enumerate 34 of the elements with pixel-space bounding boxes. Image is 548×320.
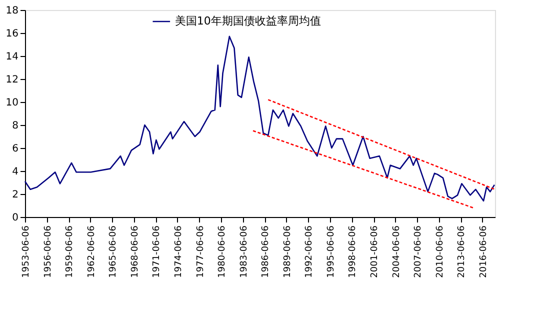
x-tick-label: 1956-06-06 [43, 225, 54, 278]
y-tick-label: 0 [12, 212, 18, 224]
x-tick-label: 2010-06-06 [435, 225, 446, 278]
y-tick-label: 4 [12, 166, 18, 178]
y-tick-label: 14 [6, 52, 18, 62]
x-tick-label: 1977-06-06 [196, 225, 206, 278]
y-tick-label: 2 [12, 190, 18, 200]
x-tick-label: 2013-06-06 [457, 225, 468, 278]
x-tick-label: 1998-06-06 [348, 225, 358, 278]
x-tick-label: 1971-06-06 [152, 225, 162, 278]
legend-label: 美国10年期国债收益率周均值 [174, 14, 321, 28]
x-tick-label: 1995-06-06 [326, 225, 336, 278]
x-tick-label: 1962-06-06 [86, 225, 97, 278]
y-tick-label: 6 [12, 144, 18, 154]
y-tick-label: 12 [6, 74, 18, 86]
x-tick-label: 1980-06-06 [218, 225, 228, 278]
x-tick-label: 1983-06-06 [239, 225, 250, 278]
x-tick-label: 1965-06-06 [108, 225, 119, 278]
x-tick-label: 2004-06-06 [392, 225, 402, 278]
x-tick-label: 1989-06-06 [282, 225, 293, 278]
line-series [24, 36, 496, 202]
y-tick-label: 18 [6, 6, 18, 16]
x-tick-label: 1986-06-06 [261, 225, 272, 278]
x-tick-label: 2007-06-06 [414, 225, 424, 278]
x-tick-label: 1992-06-06 [304, 225, 315, 278]
y-tick-label: 16 [6, 28, 18, 40]
y-tick-label: 10 [6, 98, 18, 108]
x-tick-label: 2001-06-06 [370, 225, 380, 278]
x-tick-label: 1974-06-06 [174, 225, 184, 278]
x-tick-label: 1953-06-06 [22, 225, 32, 278]
x-tick-label: 2016-06-06 [478, 225, 489, 278]
y-tick-label: 8 [12, 120, 18, 132]
x-tick-label: 1968-06-06 [130, 225, 140, 278]
x-tick-label: 1959-06-06 [65, 225, 76, 278]
